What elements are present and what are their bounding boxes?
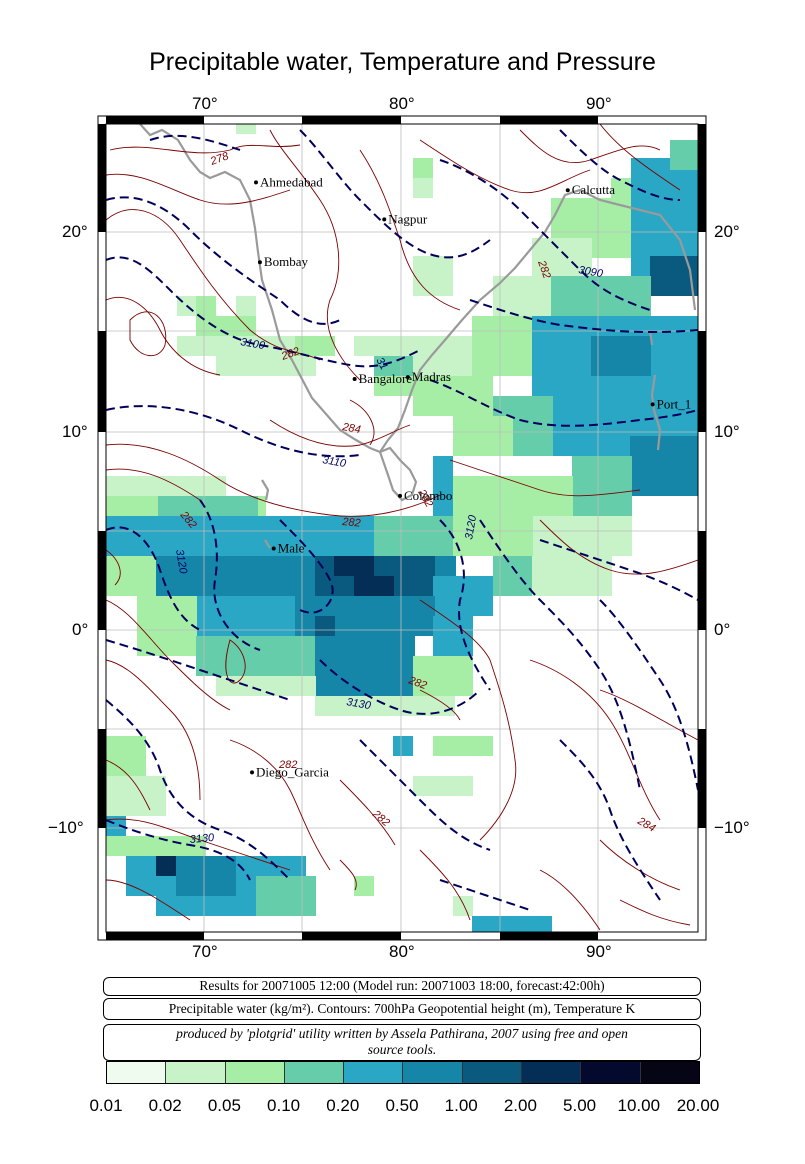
height-contours: [106, 129, 698, 911]
lon-tick-bottom-80: 80°: [389, 942, 415, 961]
city-marker: [405, 375, 410, 380]
city-marker: [250, 770, 255, 775]
city-marker: [257, 260, 262, 265]
city-marker: [271, 546, 276, 551]
lon-tick-top-90: 90°: [586, 94, 612, 113]
lat-tick-left-0: 0°: [72, 620, 89, 639]
legend-swatch: [344, 1062, 404, 1083]
lat-tick-left-10: 10°: [62, 422, 88, 441]
coastline: [139, 124, 697, 549]
city-label: Nagpur: [388, 211, 428, 226]
lat-tick-right-20: 20°: [714, 222, 740, 241]
legend-label: 10.00: [617, 1096, 661, 1115]
city-label: Calcutta: [572, 182, 616, 197]
credit-line-2: source tools.: [367, 1042, 437, 1057]
legend-labels: 0.01 0.02 0.05 0.10 0.20 0.50 1.00 2.00 5.00 10.0…: [0, 1096, 805, 1118]
credit-box: produced by 'plotgrid' utility written b…: [103, 1024, 701, 1061]
page-title: Precipitable water, Temperature and Pres…: [149, 48, 656, 76]
temperature-contours: [106, 124, 698, 931]
city-marker: [398, 493, 403, 498]
temperature-contour-label: 282: [341, 516, 361, 530]
legend-label: 5.00: [563, 1096, 597, 1115]
legend-label: 1.00: [444, 1096, 478, 1115]
height-contour-label: 31: [373, 356, 390, 373]
results-text: Results for 20071005 12:00 (Model run: 2…: [199, 978, 605, 993]
legend-label: 20.00: [676, 1096, 720, 1115]
legend-label: 0.10: [267, 1096, 301, 1115]
city-label: Male: [278, 540, 305, 555]
legend-swatch: [522, 1062, 582, 1083]
legend-swatch: [640, 1062, 699, 1083]
color-legend: [106, 1061, 700, 1084]
map-frame: [97, 115, 707, 941]
lat-tick-right-10: 10°: [714, 422, 740, 441]
lon-tick-bottom-70: 70°: [192, 942, 218, 961]
grid-lines: [106, 124, 698, 932]
city-label: Madras: [412, 369, 451, 384]
legend-label: 0.02: [148, 1096, 182, 1115]
description-box: Precipitable water (kg/m²). Contours: 70…: [103, 998, 701, 1020]
city-marker: [382, 217, 387, 222]
legend-swatch: [581, 1062, 641, 1083]
city-marker: [253, 180, 258, 185]
legend-swatch: [284, 1062, 345, 1083]
city-label: Port_1: [657, 396, 692, 411]
lon-tick-bottom-90: 90°: [586, 942, 612, 961]
lat-tick-left-20: 20°: [62, 222, 88, 241]
legend-swatch: [225, 1062, 285, 1083]
legend-label: 0.50: [385, 1096, 419, 1115]
lat-tick-left-minus10: −10°: [48, 818, 84, 837]
credit-line-1: produced by 'plotgrid' utility written b…: [176, 1026, 628, 1041]
legend-label: 0.01: [89, 1096, 123, 1115]
height-contour-label: 3110: [321, 454, 347, 470]
city-label: Ahmedabad: [260, 174, 323, 189]
height-contour-label: 3100: [239, 336, 266, 352]
legend-label: 2.00: [503, 1096, 537, 1115]
lat-tick-right-minus10: −10°: [714, 818, 750, 837]
temperature-contour-label: 284: [340, 421, 361, 436]
height-contour-label: 3120: [463, 513, 479, 540]
legend-swatch: [403, 1062, 463, 1083]
legend-swatch: [107, 1062, 167, 1083]
legend-label: 0.05: [207, 1096, 241, 1115]
height-contour-label: 3130: [189, 832, 215, 846]
map-area: 278 282 284 282 282 282 282 282 282 282 284 3100 311…: [48, 94, 750, 961]
results-box: Results for 20071005 12:00 (Model run: 2…: [103, 977, 701, 996]
legend-swatch: [462, 1062, 523, 1083]
lon-tick-top-80: 80°: [389, 94, 415, 113]
city-marker: [650, 402, 655, 407]
city-marker: [565, 188, 570, 193]
precipitable-water-field: [106, 124, 698, 932]
city-label: Bangalore: [359, 371, 413, 386]
city-label: Colombo: [404, 488, 452, 503]
lon-tick-top-70: 70°: [192, 94, 218, 113]
description-text: Precipitable water (kg/m²). Contours: 70…: [168, 1001, 636, 1016]
city-marker: [352, 377, 357, 382]
height-contour-label: 3090: [577, 264, 604, 280]
height-contour-label: 3120: [173, 548, 189, 575]
legend-swatch: [166, 1062, 226, 1083]
city-label: Bombay: [264, 254, 309, 269]
city-label: Diego_Garcia: [256, 764, 329, 779]
legend-label: 0.20: [326, 1096, 360, 1115]
temperature-contour-label: 282: [278, 759, 297, 771]
lat-tick-right-0: 0°: [714, 620, 731, 639]
height-contour-label: 3130: [345, 696, 372, 712]
